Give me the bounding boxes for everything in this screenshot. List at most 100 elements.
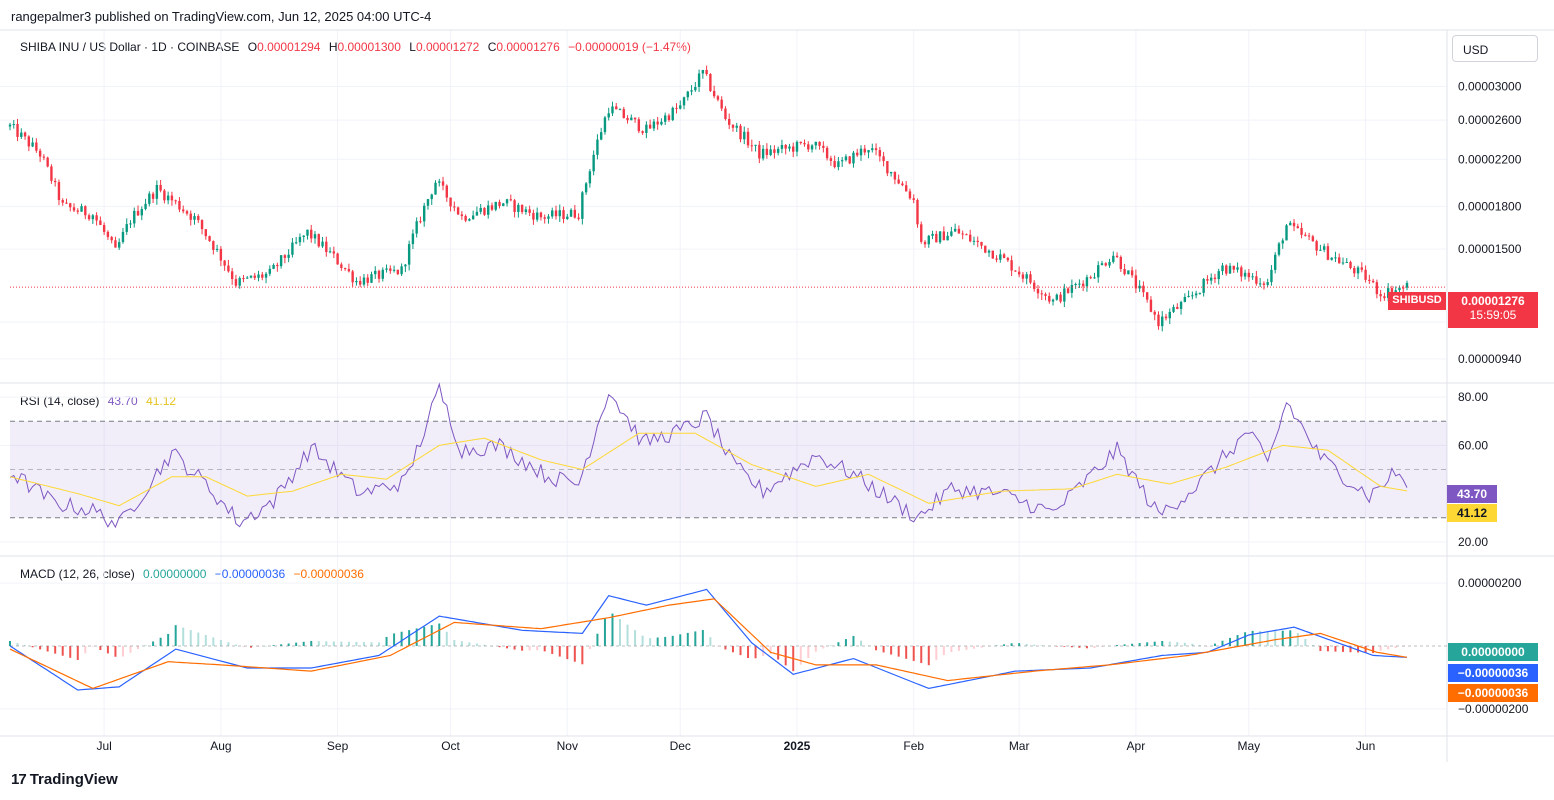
macd-hist-bar: [430, 625, 433, 646]
macd-hist-bar: [603, 618, 606, 646]
candle-body: [434, 182, 437, 195]
macd-hist-value-tag: 0.00000000: [1448, 643, 1538, 661]
macd-hist-bar: [197, 632, 200, 646]
macd-hist-bar: [423, 626, 426, 646]
candle-body: [230, 271, 234, 280]
candle-body: [1119, 256, 1123, 269]
macd-hist-bar: [1003, 644, 1006, 646]
candle-body: [404, 264, 407, 267]
x-tick-label: Oct: [441, 739, 460, 753]
candle-body: [1292, 222, 1296, 227]
macd-hist-bar: [1221, 640, 1224, 646]
candle-body: [1014, 270, 1017, 272]
macd-hist-bar: [347, 641, 350, 646]
last-price-value: 0.00001276: [1461, 294, 1525, 308]
candle-body: [1179, 301, 1183, 309]
macd-hist-bar: [242, 646, 245, 647]
candle-body: [114, 240, 117, 248]
candle-body: [562, 210, 565, 220]
candle-body: [325, 241, 328, 253]
macd-hist-bar: [69, 646, 72, 658]
tradingview-logo[interactable]: 17 TradingView: [11, 771, 118, 788]
candle-body: [596, 139, 599, 155]
candle-body: [249, 275, 253, 278]
x-tick-label: Sep: [327, 739, 349, 753]
candle-body: [761, 148, 765, 159]
candle-body: [411, 233, 415, 245]
macd-hist-bar: [641, 635, 644, 646]
macd-hist-bar: [295, 642, 298, 646]
macd-hist-bar: [106, 646, 109, 654]
candle-body: [1375, 282, 1379, 295]
candle-body: [310, 229, 313, 239]
candle-body: [464, 215, 467, 221]
candle-body: [1251, 276, 1254, 278]
macd-hist-bar: [1153, 641, 1156, 646]
x-tick-label: Jun: [1356, 739, 1375, 753]
x-tick-label: Dec: [670, 739, 691, 753]
currency-button[interactable]: USD: [1452, 35, 1538, 62]
macd-hist-bar: [920, 646, 923, 664]
macd-hist-bar: [340, 641, 343, 646]
candle-body: [1002, 254, 1006, 258]
candle-body: [1296, 226, 1300, 229]
macd-hist-bar: [1296, 633, 1299, 646]
candle-body: [972, 240, 976, 242]
candle-body: [460, 214, 464, 216]
candle-body: [886, 161, 889, 174]
macd-hist-bar: [1018, 643, 1021, 646]
candle-body: [776, 148, 780, 153]
candle-body: [415, 221, 418, 234]
macd-hist-bar: [1349, 646, 1352, 653]
candle-body: [1277, 243, 1281, 255]
candle-body: [182, 209, 185, 212]
macd-hist-bar: [980, 646, 983, 648]
rsi-line: [9, 382, 1408, 529]
candle-body: [931, 233, 934, 236]
candle-body: [174, 200, 177, 202]
candle-body: [694, 86, 697, 91]
candle-body: [716, 96, 720, 100]
candle-body: [758, 144, 761, 159]
candle-body: [80, 206, 83, 212]
candle-body: [852, 152, 855, 164]
macd-hist-bar: [378, 642, 381, 646]
x-tick-label: Apr: [1127, 739, 1146, 753]
macd-hist-bar: [234, 644, 237, 646]
macd-legend-name[interactable]: MACD (12, 26, close): [20, 567, 135, 581]
candle-body: [1029, 274, 1032, 283]
macd-hist-bar: [927, 646, 930, 666]
candle-body: [1142, 285, 1145, 293]
x-tick-label: May: [1238, 739, 1261, 753]
candle-body: [453, 206, 456, 208]
candle-body: [551, 210, 554, 217]
candle-body: [234, 279, 238, 286]
candle-body: [125, 224, 128, 232]
candle-body: [652, 121, 656, 129]
candle-body: [42, 156, 46, 158]
macd-hist-bar: [1176, 642, 1179, 646]
candle-body: [1243, 272, 1247, 277]
candle-body: [332, 251, 336, 254]
candle-body: [942, 231, 946, 241]
macd-hist-bar: [302, 641, 305, 646]
candle-body: [679, 105, 682, 109]
candle-body: [829, 158, 833, 161]
candle-body: [618, 109, 622, 111]
macd-hist-bar: [1138, 643, 1141, 646]
macd-hist-bar: [355, 641, 358, 646]
macd-hist-bar: [596, 633, 599, 646]
candle-body: [686, 91, 689, 98]
candle-body: [1289, 222, 1292, 226]
candle-body: [528, 209, 531, 213]
candle-body: [984, 245, 987, 253]
candle-body: [1021, 274, 1025, 279]
candle-body: [923, 241, 927, 245]
macd-hist-bar: [483, 644, 486, 646]
symbol-title[interactable]: SHIBA INU / US Dollar · 1D · COINBASE: [20, 40, 240, 54]
macd-hist-bar: [310, 640, 313, 646]
candle-body: [1130, 270, 1134, 276]
candle-body: [140, 209, 143, 216]
candle-body: [833, 160, 836, 168]
